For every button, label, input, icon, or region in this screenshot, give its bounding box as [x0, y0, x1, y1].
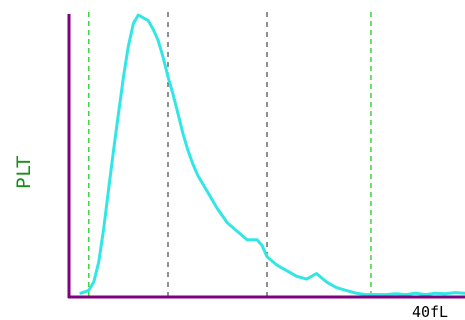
guide-lines — [88, 12, 372, 296]
y-axis-label: PLT — [13, 155, 35, 189]
plt-distribution-curve — [79, 13, 465, 297]
x-axis-unit-label: 40fL — [412, 303, 448, 320]
